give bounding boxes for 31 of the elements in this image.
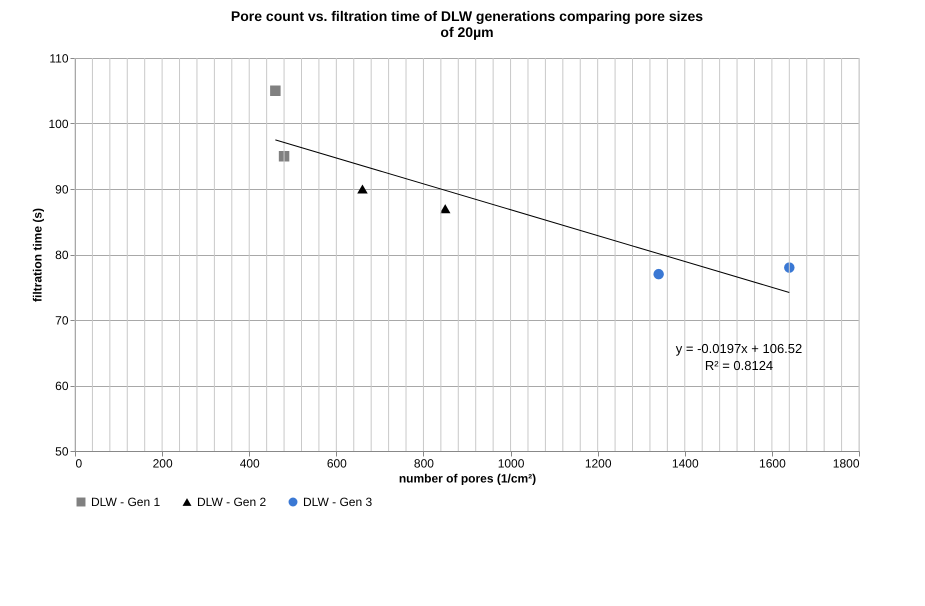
annotation: y = -0.0197x + 106.52 — [676, 340, 802, 356]
x-tick-label: 1600 — [759, 456, 786, 470]
point — [270, 86, 281, 96]
x-tick-label: 1400 — [672, 456, 699, 470]
x-tick-label: 200 — [152, 456, 173, 470]
y-tick-label: 60 — [55, 379, 69, 393]
legend-label: DLW - Gen 3 — [303, 495, 372, 509]
legend-label: DLW - Gen 2 — [197, 495, 266, 509]
y-tick-label: 50 — [55, 444, 69, 458]
y-axis-title: filtration time (s) — [30, 208, 44, 302]
x-tick-label: 1000 — [498, 456, 525, 470]
legend-label: DLW - Gen 1 — [91, 495, 160, 509]
text: of 20µm — [440, 24, 494, 40]
x-tick-label: 0 — [76, 456, 82, 470]
text: Pore count vs. filtration time of DLW generations comparing pore sizes — [230, 8, 704, 24]
y-tick-label: 70 — [55, 314, 69, 328]
y-tick-label: 100 — [48, 117, 69, 131]
point — [440, 204, 450, 214]
x-axis-title: number of pores (1/cm²) — [398, 472, 536, 486]
point — [653, 268, 664, 280]
y-tick-label: 80 — [55, 248, 69, 262]
x-tick-label: 400 — [240, 456, 260, 470]
point — [357, 184, 368, 194]
x-tick-label: 600 — [326, 456, 348, 470]
x-tick-label: 1200 — [584, 456, 612, 470]
y-tick-label: 90 — [55, 182, 69, 196]
y-tick-label: 110 — [49, 52, 69, 66]
annotation: R² = 0.8124 — [704, 358, 774, 373]
x-tick-label: 1800 — [832, 456, 860, 470]
point — [278, 151, 290, 162]
x-tick-label: 800 — [414, 456, 434, 470]
